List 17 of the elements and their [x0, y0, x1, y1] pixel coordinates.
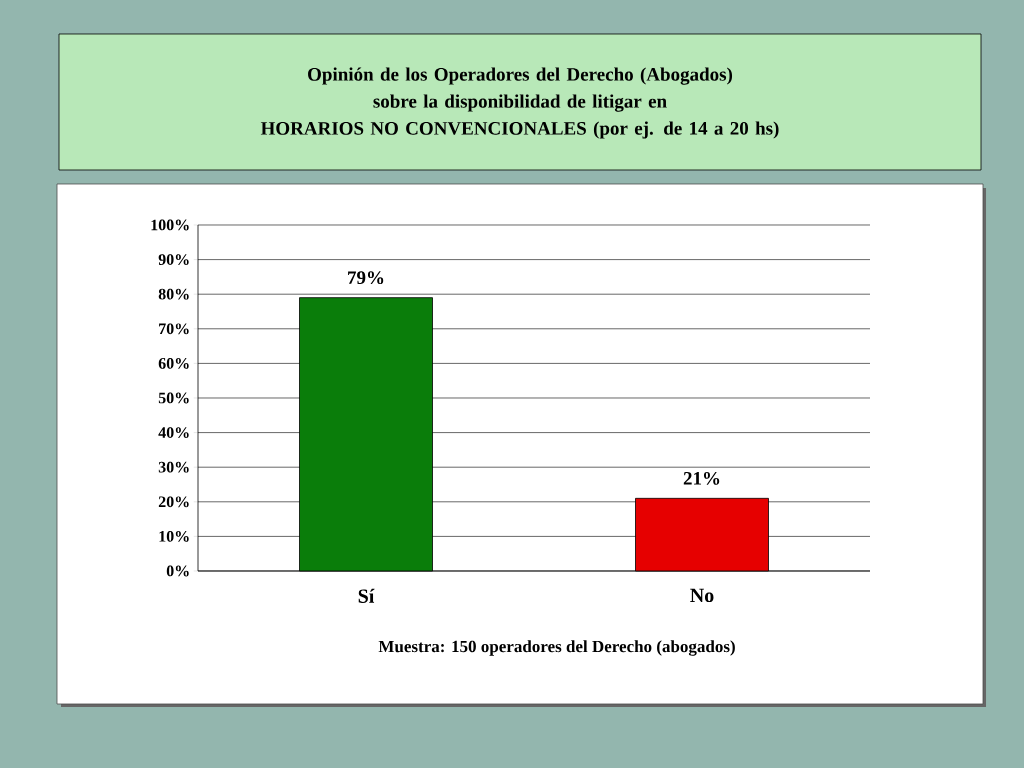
y-tick-label: 50% — [158, 392, 189, 404]
y-tick-label: 70% — [159, 323, 189, 335]
y-tick-label: 60% — [158, 357, 189, 369]
y-tick-label: 80% — [158, 288, 189, 300]
y-tick-label: 100% — [151, 219, 189, 231]
y-tick-label: 0% — [166, 565, 189, 577]
y-tick-label: 90% — [158, 254, 189, 266]
chart-title: Opinión de los Operadores del Derecho (Abogados) sobre la disponibilidad de litigar en HORARIOS NO CONVENCIONALES (por ej. de 14 a 20 hs) — [260, 67, 779, 139]
y-tick-label: 10% — [159, 530, 189, 542]
x-tick-label: Sí — [358, 588, 375, 603]
y-tick-label: 30% — [158, 461, 189, 473]
y-tick-label: 20% — [158, 496, 189, 508]
data-label: 21% — [683, 471, 720, 485]
text: Muestra: 150 operadores del Derecho (abogados) — [378, 640, 735, 656]
y-tick-label: 40% — [158, 427, 189, 439]
x-tick-label: No — [690, 588, 714, 603]
data-label: 79% — [348, 271, 384, 285]
